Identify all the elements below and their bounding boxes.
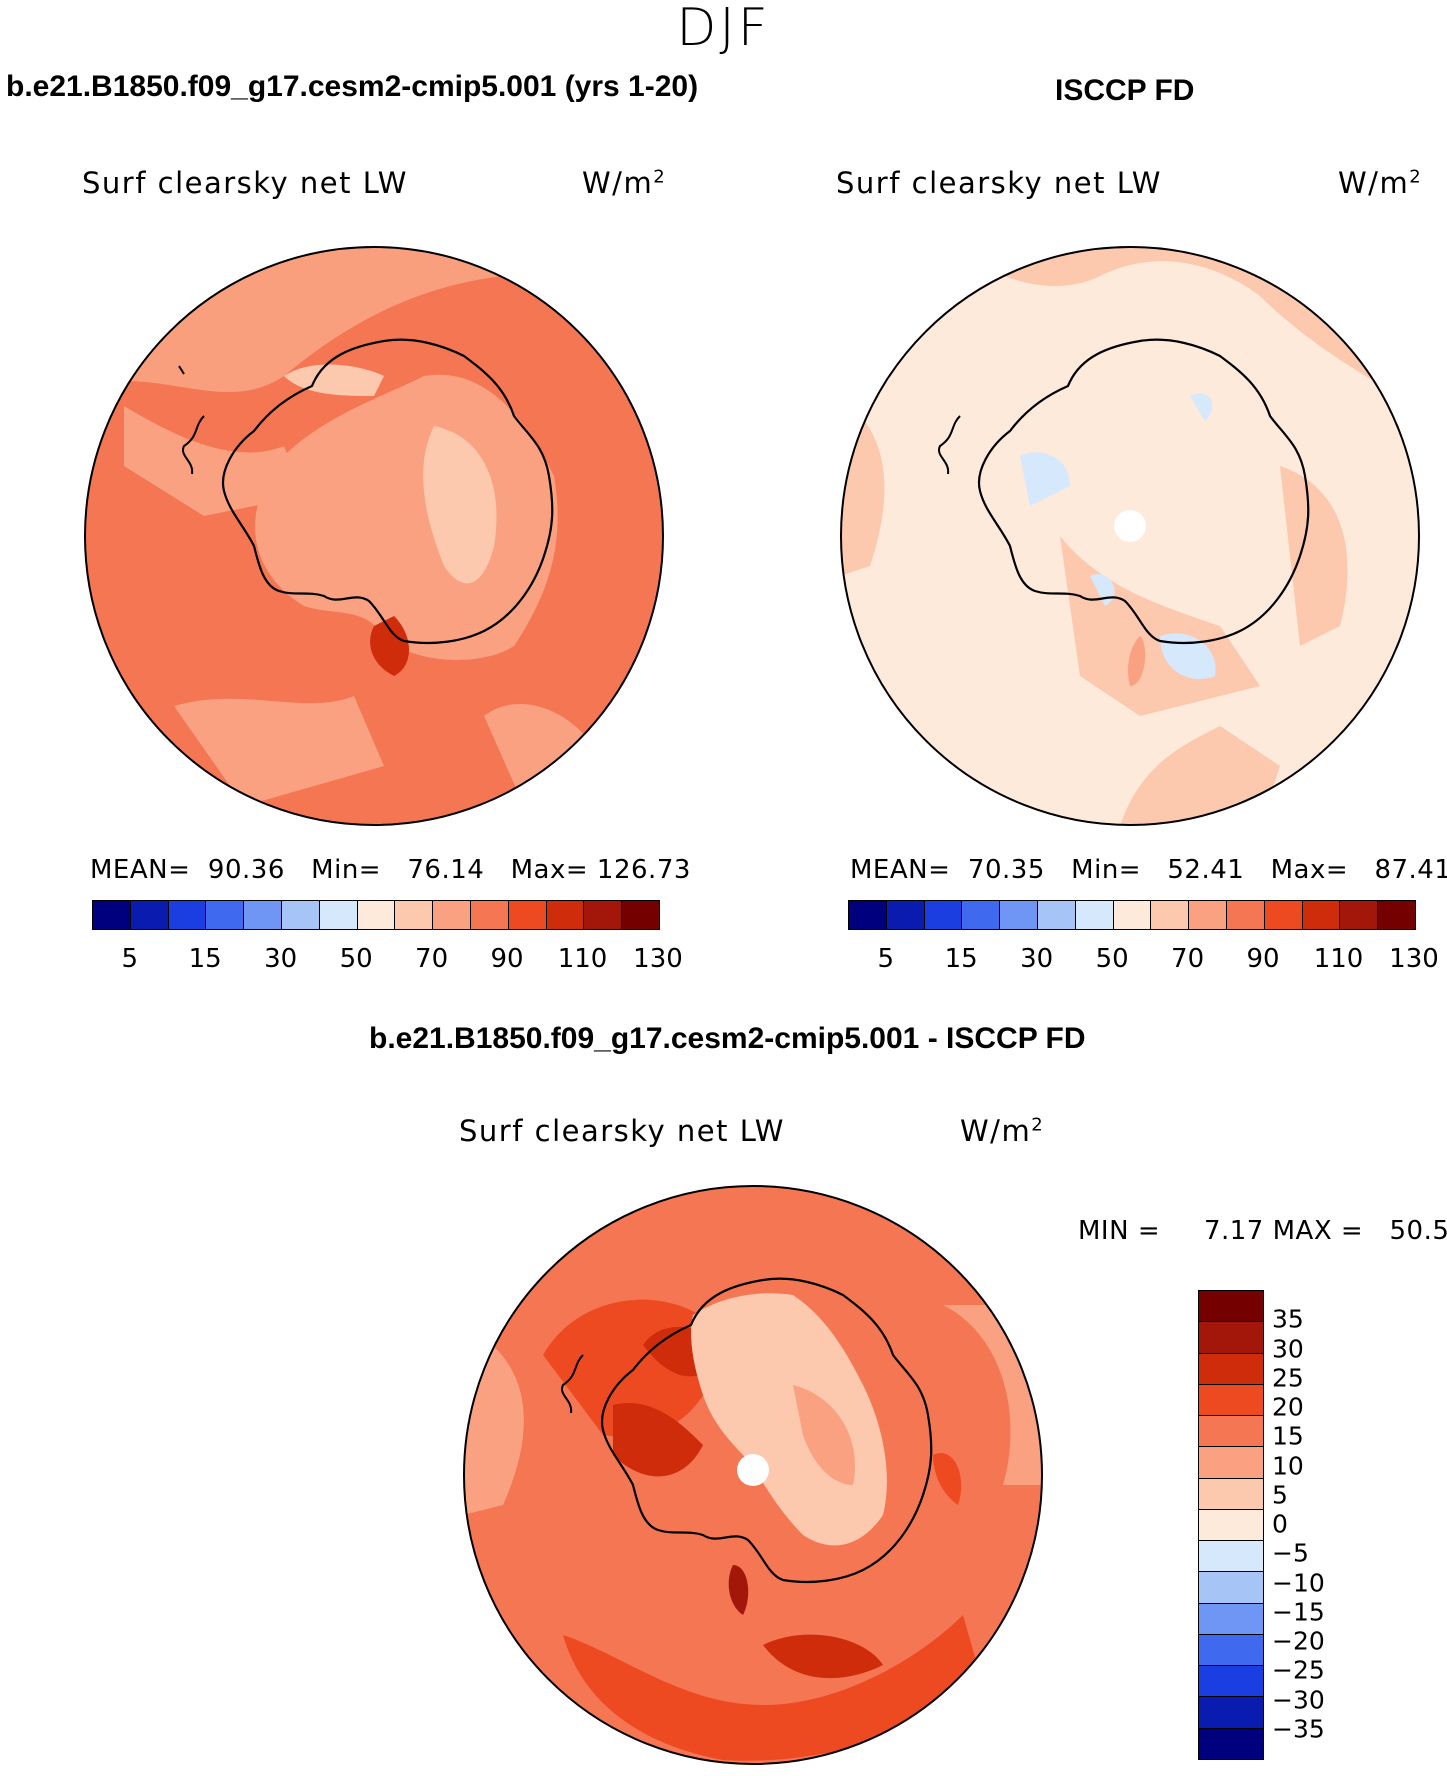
colorbar-swatch: [168, 901, 207, 929]
colorbar-tick-label: 70: [415, 944, 449, 974]
model-panel-title: b.e21.B1850.f09_g17.cesm2-cmip5.001 (yrs…: [6, 70, 699, 103]
colorbar-swatch: [433, 901, 471, 929]
colorbar-swatch: [319, 901, 358, 929]
colorbar-swatch: [1199, 1603, 1263, 1635]
obs-variable-label: Surf clearsky net LW: [836, 166, 1162, 200]
colorbar-tick-label: 25: [1272, 1363, 1304, 1393]
model-variable-label: Surf clearsky net LW: [82, 166, 408, 200]
colorbar-swatch: [1189, 901, 1227, 929]
diff-stats: MIN = 7.17 MAX = 50.51: [1078, 1216, 1447, 1246]
colorbar-swatch: [622, 901, 659, 929]
diff-variable-label: Surf clearsky net LW: [459, 1114, 785, 1148]
model-colorbar: [92, 900, 660, 930]
colorbar-swatch: [1199, 1572, 1263, 1604]
colorbar-tick-label: 30: [264, 944, 298, 974]
colorbar-tick-label: −10: [1272, 1568, 1325, 1597]
colorbar-swatch: [1199, 1666, 1263, 1698]
colorbar-tick-label: 30: [1020, 944, 1054, 974]
colorbar-swatch: [1199, 1291, 1263, 1323]
colorbar-swatch: [1378, 901, 1415, 929]
colorbar-swatch: [1199, 1416, 1263, 1448]
colorbar-tick-label: −25: [1272, 1655, 1325, 1685]
colorbar-tick-label: 15: [188, 944, 222, 974]
colorbar-tick-label: 90: [490, 944, 524, 974]
colorbar-swatch: [584, 901, 623, 929]
colorbar-swatch: [1199, 1384, 1263, 1417]
colorbar-tick-label: 110: [1313, 944, 1364, 974]
colorbar-tick-label: 15: [1272, 1421, 1304, 1451]
colorbar-tick-label: 5: [121, 944, 138, 974]
diff-panel-title: b.e21.B1850.f09_g17.cesm2-cmip5.001 - IS…: [369, 1022, 1086, 1055]
colorbar-swatch: [1199, 1697, 1263, 1729]
colorbar-swatch: [1199, 1728, 1263, 1759]
colorbar-tick-label: 130: [1389, 944, 1439, 974]
colorbar-swatch: [1113, 901, 1152, 929]
colorbar-swatch: [357, 901, 396, 929]
colorbar-tick-label: 110: [557, 944, 608, 974]
colorbar-tick-label: 30: [1272, 1334, 1304, 1363]
colorbar-tick-label: 90: [1246, 944, 1280, 974]
colorbar-swatch: [1037, 901, 1076, 929]
colorbar-tick-label: 5: [1272, 1480, 1288, 1510]
colorbar-swatch: [1075, 901, 1114, 929]
colorbar-swatch: [546, 901, 585, 929]
colorbar-swatch: [281, 901, 320, 929]
colorbar-tick-label: 10: [1272, 1451, 1304, 1480]
colorbar-swatch: [1264, 901, 1303, 929]
obs-units-label: W/m2: [1338, 166, 1423, 200]
colorbar-swatch: [206, 901, 245, 929]
obs-colorbar: [848, 900, 1416, 930]
colorbar-swatch: [93, 901, 131, 929]
colorbar-tick-label: −5: [1272, 1538, 1309, 1568]
colorbar-swatch: [1199, 1478, 1263, 1510]
season-title: DJF: [676, 0, 771, 58]
colorbar-tick-label: −15: [1272, 1597, 1325, 1627]
colorbar-swatch: [244, 901, 282, 929]
colorbar-tick-label: 50: [1095, 944, 1129, 974]
colorbar-swatch: [1226, 901, 1265, 929]
colorbar-swatch: [1199, 1541, 1263, 1573]
colorbar-swatch: [1151, 901, 1190, 929]
diff-units-label: W/m2: [960, 1114, 1045, 1148]
colorbar-swatch: [1199, 1322, 1263, 1354]
colorbar-swatch: [508, 901, 547, 929]
model-polar-map: [84, 246, 664, 826]
colorbar-swatch: [1302, 901, 1341, 929]
colorbar-tick-label: 5: [877, 944, 894, 974]
colorbar-tick-label: 15: [944, 944, 978, 974]
colorbar-tick-label: −20: [1272, 1626, 1325, 1656]
colorbar-swatch: [1199, 1634, 1263, 1667]
colorbar-swatch: [395, 901, 434, 929]
colorbar-swatch: [849, 901, 887, 929]
obs-stats: MEAN= 70.35 Min= 52.41 Max= 87.41: [850, 855, 1447, 885]
colorbar-tick-label: 20: [1272, 1392, 1304, 1422]
colorbar-swatch: [886, 901, 925, 929]
colorbar-tick-label: −30: [1272, 1685, 1325, 1714]
colorbar-swatch: [962, 901, 1001, 929]
colorbar-tick-label: 50: [339, 944, 373, 974]
model-units-label: W/m2: [582, 166, 667, 200]
model-stats: MEAN= 90.36 Min= 76.14 Max= 126.73: [90, 855, 691, 885]
colorbar-tick-label: 0: [1272, 1509, 1288, 1539]
colorbar-tick-label: 130: [633, 944, 683, 974]
diff-polar-map: [463, 1185, 1043, 1765]
diff-colorbar: [1198, 1290, 1264, 1760]
colorbar-swatch: [130, 901, 169, 929]
obs-polar-map: [840, 246, 1420, 826]
colorbar-swatch: [1199, 1353, 1263, 1385]
colorbar-swatch: [1199, 1509, 1263, 1542]
colorbar-swatch: [470, 901, 509, 929]
colorbar-swatch: [1000, 901, 1038, 929]
obs-panel-title: ISCCP FD: [1055, 74, 1195, 107]
colorbar-tick-label: −35: [1272, 1714, 1325, 1744]
colorbar-swatch: [1199, 1447, 1263, 1479]
colorbar-tick-label: 35: [1272, 1304, 1304, 1334]
colorbar-swatch: [924, 901, 963, 929]
colorbar-swatch: [1340, 901, 1379, 929]
colorbar-tick-label: 70: [1171, 944, 1205, 974]
